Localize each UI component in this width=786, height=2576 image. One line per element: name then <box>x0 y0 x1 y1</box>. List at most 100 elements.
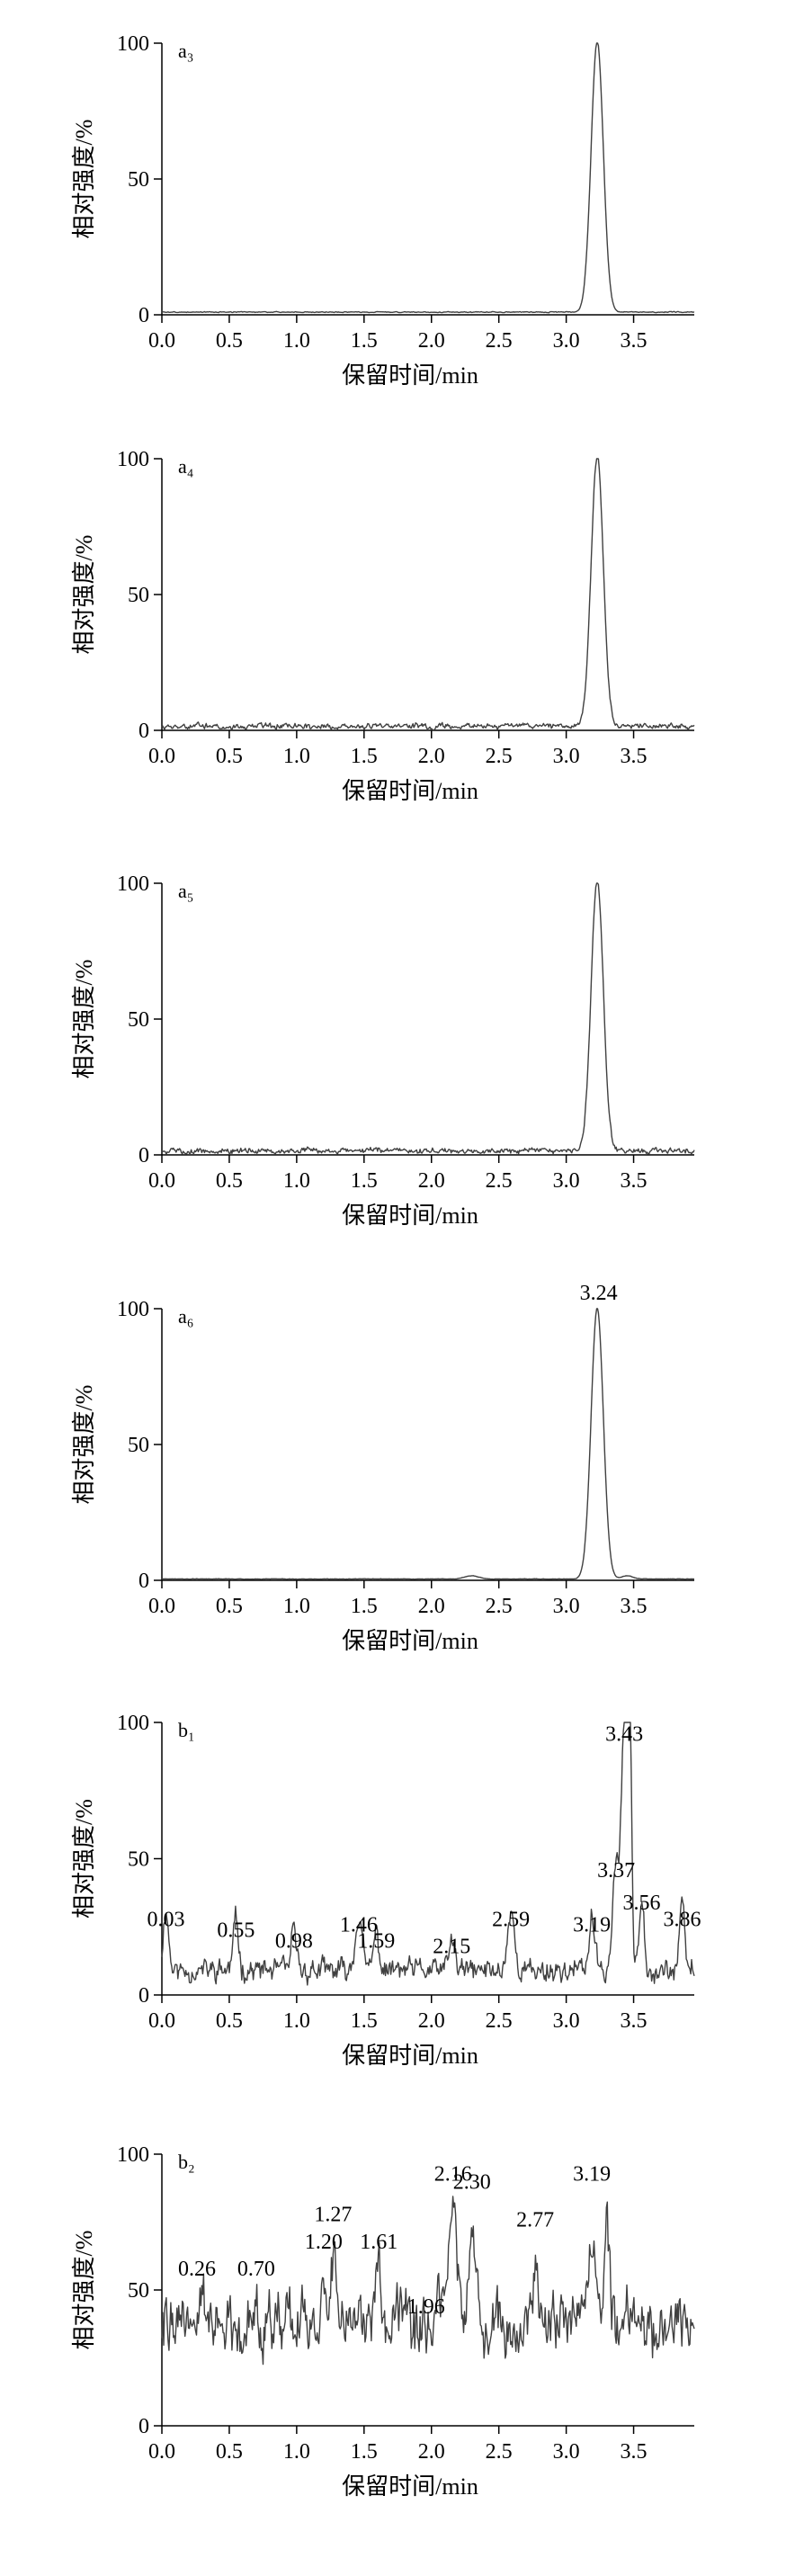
y-tick-label: 50 <box>128 1008 149 1032</box>
y-tick-label: 100 <box>117 448 149 471</box>
peak-label: 1.59 <box>357 1930 395 1954</box>
peak-label: 0.55 <box>217 1919 255 1942</box>
y-tick-label: 0 <box>138 1984 149 2008</box>
x-tick-label: 0.0 <box>148 745 175 768</box>
chromatogram-trace <box>161 2196 695 2366</box>
panel-label: a₆ <box>178 1305 193 1328</box>
x-tick-label: 2.5 <box>486 329 513 353</box>
x-tick-label: 1.0 <box>283 2009 310 2033</box>
panel-label: a₄ <box>178 455 193 478</box>
x-tick-label: 2.0 <box>418 2009 445 2033</box>
y-axis-title: 相对强度/% <box>71 535 97 655</box>
x-tick-label: 0.0 <box>148 1169 175 1193</box>
x-tick-label: 2.5 <box>486 1595 513 1618</box>
x-tick-label: 3.5 <box>621 329 648 353</box>
chart-panel-0: 0.0 0.5 1.0 1.5 2.0 2.5 3.0 3.5 0 50 100 保留时间/min 相对… <box>71 32 695 389</box>
y-tick-label: 100 <box>117 32 149 56</box>
x-axis-title: 保留时间/min <box>342 2473 478 2500</box>
x-axis-title: 保留时间/min <box>342 1628 478 1654</box>
y-tick-label: 100 <box>117 872 149 896</box>
x-tick-label: 3.5 <box>621 1169 648 1193</box>
x-tick-label: 1.0 <box>283 329 310 353</box>
y-tick-label: 0 <box>138 2415 149 2438</box>
y-axis-title: 相对强度/% <box>71 1385 97 1505</box>
x-tick-label: 0.0 <box>148 2440 175 2464</box>
x-tick-label: 3.0 <box>553 329 580 353</box>
x-tick-label: 0.5 <box>216 745 243 768</box>
y-axis-title: 相对强度/% <box>71 120 97 239</box>
peak-label: 1.46 <box>340 1913 378 1936</box>
x-tick-label: 0.0 <box>148 329 175 353</box>
peak-label: 2.15 <box>433 1936 470 1959</box>
y-tick-label: 50 <box>128 1848 149 1872</box>
x-tick-label: 0.5 <box>216 1595 243 1618</box>
chromatogram-trace <box>161 882 695 1155</box>
x-tick-label: 0.5 <box>216 2009 243 2033</box>
y-tick-label: 100 <box>117 2143 149 2167</box>
x-tick-label: 3.0 <box>553 1595 580 1618</box>
y-tick-label: 0 <box>138 1570 149 1593</box>
x-tick-label: 1.0 <box>283 1169 310 1193</box>
x-tick-label: 3.0 <box>553 2440 580 2464</box>
peak-label: 0.70 <box>237 2258 275 2281</box>
x-axis-title: 保留时间/min <box>342 362 478 389</box>
x-tick-label: 2.0 <box>418 1595 445 1618</box>
x-tick-label: 2.0 <box>418 745 445 768</box>
peak-label: 3.43 <box>605 1722 643 1746</box>
x-tick-label: 0.0 <box>148 2009 175 2033</box>
x-tick-label: 1.5 <box>351 2009 378 2033</box>
y-axis-title: 相对强度/% <box>71 2231 97 2350</box>
y-tick-label: 50 <box>128 584 149 607</box>
peak-label: 2.16 <box>434 2162 472 2186</box>
panel-label: a₅ <box>178 880 193 902</box>
y-tick-label: 100 <box>117 1298 149 1321</box>
chromatogram-trace <box>161 1722 695 1986</box>
peak-label: 2.77 <box>516 2209 554 2232</box>
panel-label: b₁ <box>178 1719 195 1741</box>
peak-label: 2.59 <box>492 1908 530 1931</box>
chromatogram-trace <box>161 1308 695 1580</box>
chart-panel-4: 0.0 0.5 1.0 1.5 2.0 2.5 3.0 3.5 0 50 100 保留时间/min 相对… <box>71 1712 701 2069</box>
x-tick-label: 1.5 <box>351 745 378 768</box>
x-tick-label: 3.5 <box>621 745 648 768</box>
peak-label: 3.19 <box>573 1913 611 1936</box>
y-tick-label: 0 <box>138 720 149 743</box>
peak-label: 3.86 <box>664 1908 701 1931</box>
x-tick-label: 3.5 <box>621 2009 648 2033</box>
x-tick-label: 1.5 <box>351 2440 378 2464</box>
peak-label: 1.61 <box>360 2231 397 2254</box>
x-tick-label: 0.5 <box>216 2440 243 2464</box>
peak-label: 0.26 <box>178 2258 216 2281</box>
panel-label: a₃ <box>178 40 193 62</box>
x-tick-label: 3.5 <box>621 1595 648 1618</box>
y-tick-label: 100 <box>117 1712 149 1735</box>
x-tick-label: 1.5 <box>351 1595 378 1618</box>
x-tick-label: 1.0 <box>283 2440 310 2464</box>
x-axis-title: 保留时间/min <box>342 2043 478 2069</box>
y-tick-label: 50 <box>128 1434 149 1457</box>
x-tick-label: 1.5 <box>351 1169 378 1193</box>
x-tick-label: 1.5 <box>351 329 378 353</box>
x-tick-label: 2.0 <box>418 1169 445 1193</box>
peak-label: 1.20 <box>305 2231 343 2254</box>
x-tick-label: 2.5 <box>486 2009 513 2033</box>
y-axis-title: 相对强度/% <box>71 1799 97 1919</box>
x-tick-label: 0.5 <box>216 329 243 353</box>
y-axis-title: 相对强度/% <box>71 960 97 1079</box>
x-tick-label: 1.0 <box>283 1595 310 1618</box>
peak-label: 3.24 <box>580 1282 618 1305</box>
y-tick-label: 0 <box>138 304 149 327</box>
chart-panel-1: 0.0 0.5 1.0 1.5 2.0 2.5 3.0 3.5 0 50 100 保留时间/min 相对… <box>71 448 695 804</box>
panel-label: b₂ <box>178 2151 195 2173</box>
peak-label: 0.98 <box>275 1930 313 1954</box>
y-tick-label: 0 <box>138 1144 149 1167</box>
x-tick-label: 2.0 <box>418 329 445 353</box>
chromatogram-trace <box>161 458 695 731</box>
x-axis-title: 保留时间/min <box>342 778 478 804</box>
x-tick-label: 0.5 <box>216 1169 243 1193</box>
x-tick-label: 2.5 <box>486 1169 513 1193</box>
x-tick-label: 0.0 <box>148 1595 175 1618</box>
peak-label: 1.27 <box>314 2204 352 2227</box>
peak-label: 0.03 <box>147 1908 184 1931</box>
